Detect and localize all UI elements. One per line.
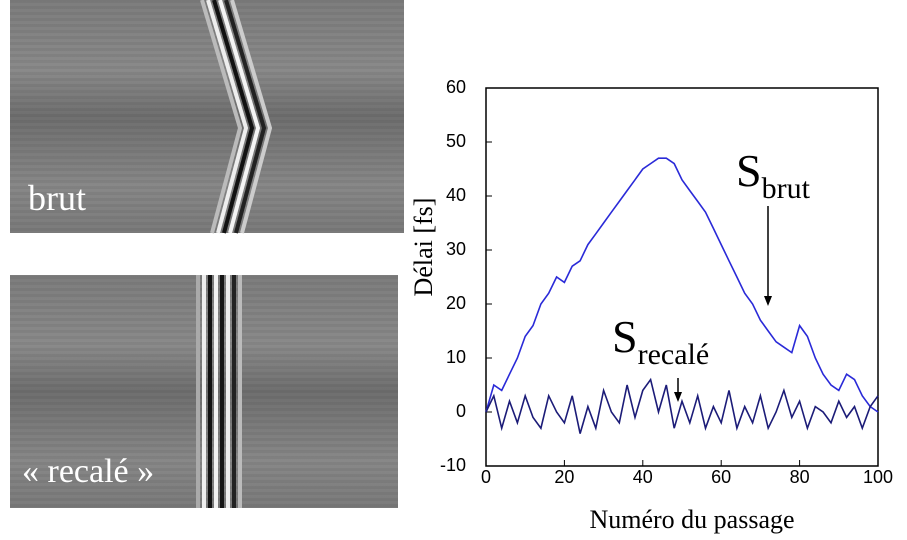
x-tick-label: 80	[790, 467, 810, 487]
y-tick-label: 40	[446, 185, 466, 205]
image-label: « recalé »	[22, 453, 154, 490]
y-tick-label: 10	[446, 347, 466, 367]
x-tick-label: 20	[554, 467, 574, 487]
x-axis-label: Numéro du passage	[589, 505, 794, 534]
x-tick-label: 40	[633, 467, 653, 487]
image-recale: « recalé »	[10, 275, 398, 508]
data-line	[485, 157, 879, 413]
annotation: Sbrut	[736, 145, 811, 205]
x-tick-label: 0	[481, 467, 491, 487]
annotation-subscript: recalé	[638, 338, 710, 371]
annotation: Srecalé	[612, 311, 709, 371]
y-tick-label: 20	[446, 293, 466, 313]
y-axis-label: Délai [fs]	[409, 198, 438, 297]
data-line	[485, 377, 879, 434]
chart: -10 0 10 20 30 40 50 60 0 20 40 60 80 100 Numéro du pa…	[409, 77, 893, 534]
annotation-subscript: brut	[762, 172, 811, 205]
y-tick-label: -10	[440, 455, 466, 475]
x-tick-label: 100	[863, 467, 893, 487]
arrow-head	[674, 392, 682, 402]
annotation-text: S	[736, 145, 762, 196]
image-label: brut	[28, 178, 86, 218]
y-tick-label: 0	[456, 401, 466, 421]
x-tick-label: 60	[711, 467, 731, 487]
annotation-text: S	[612, 311, 638, 362]
y-tick-label: 50	[446, 131, 466, 151]
y-tick-label: 30	[446, 239, 466, 259]
plot-frame	[485, 87, 879, 467]
arrow-head	[764, 296, 772, 306]
y-tick-label: 60	[446, 77, 466, 97]
image-brut: brut	[10, 0, 404, 234]
